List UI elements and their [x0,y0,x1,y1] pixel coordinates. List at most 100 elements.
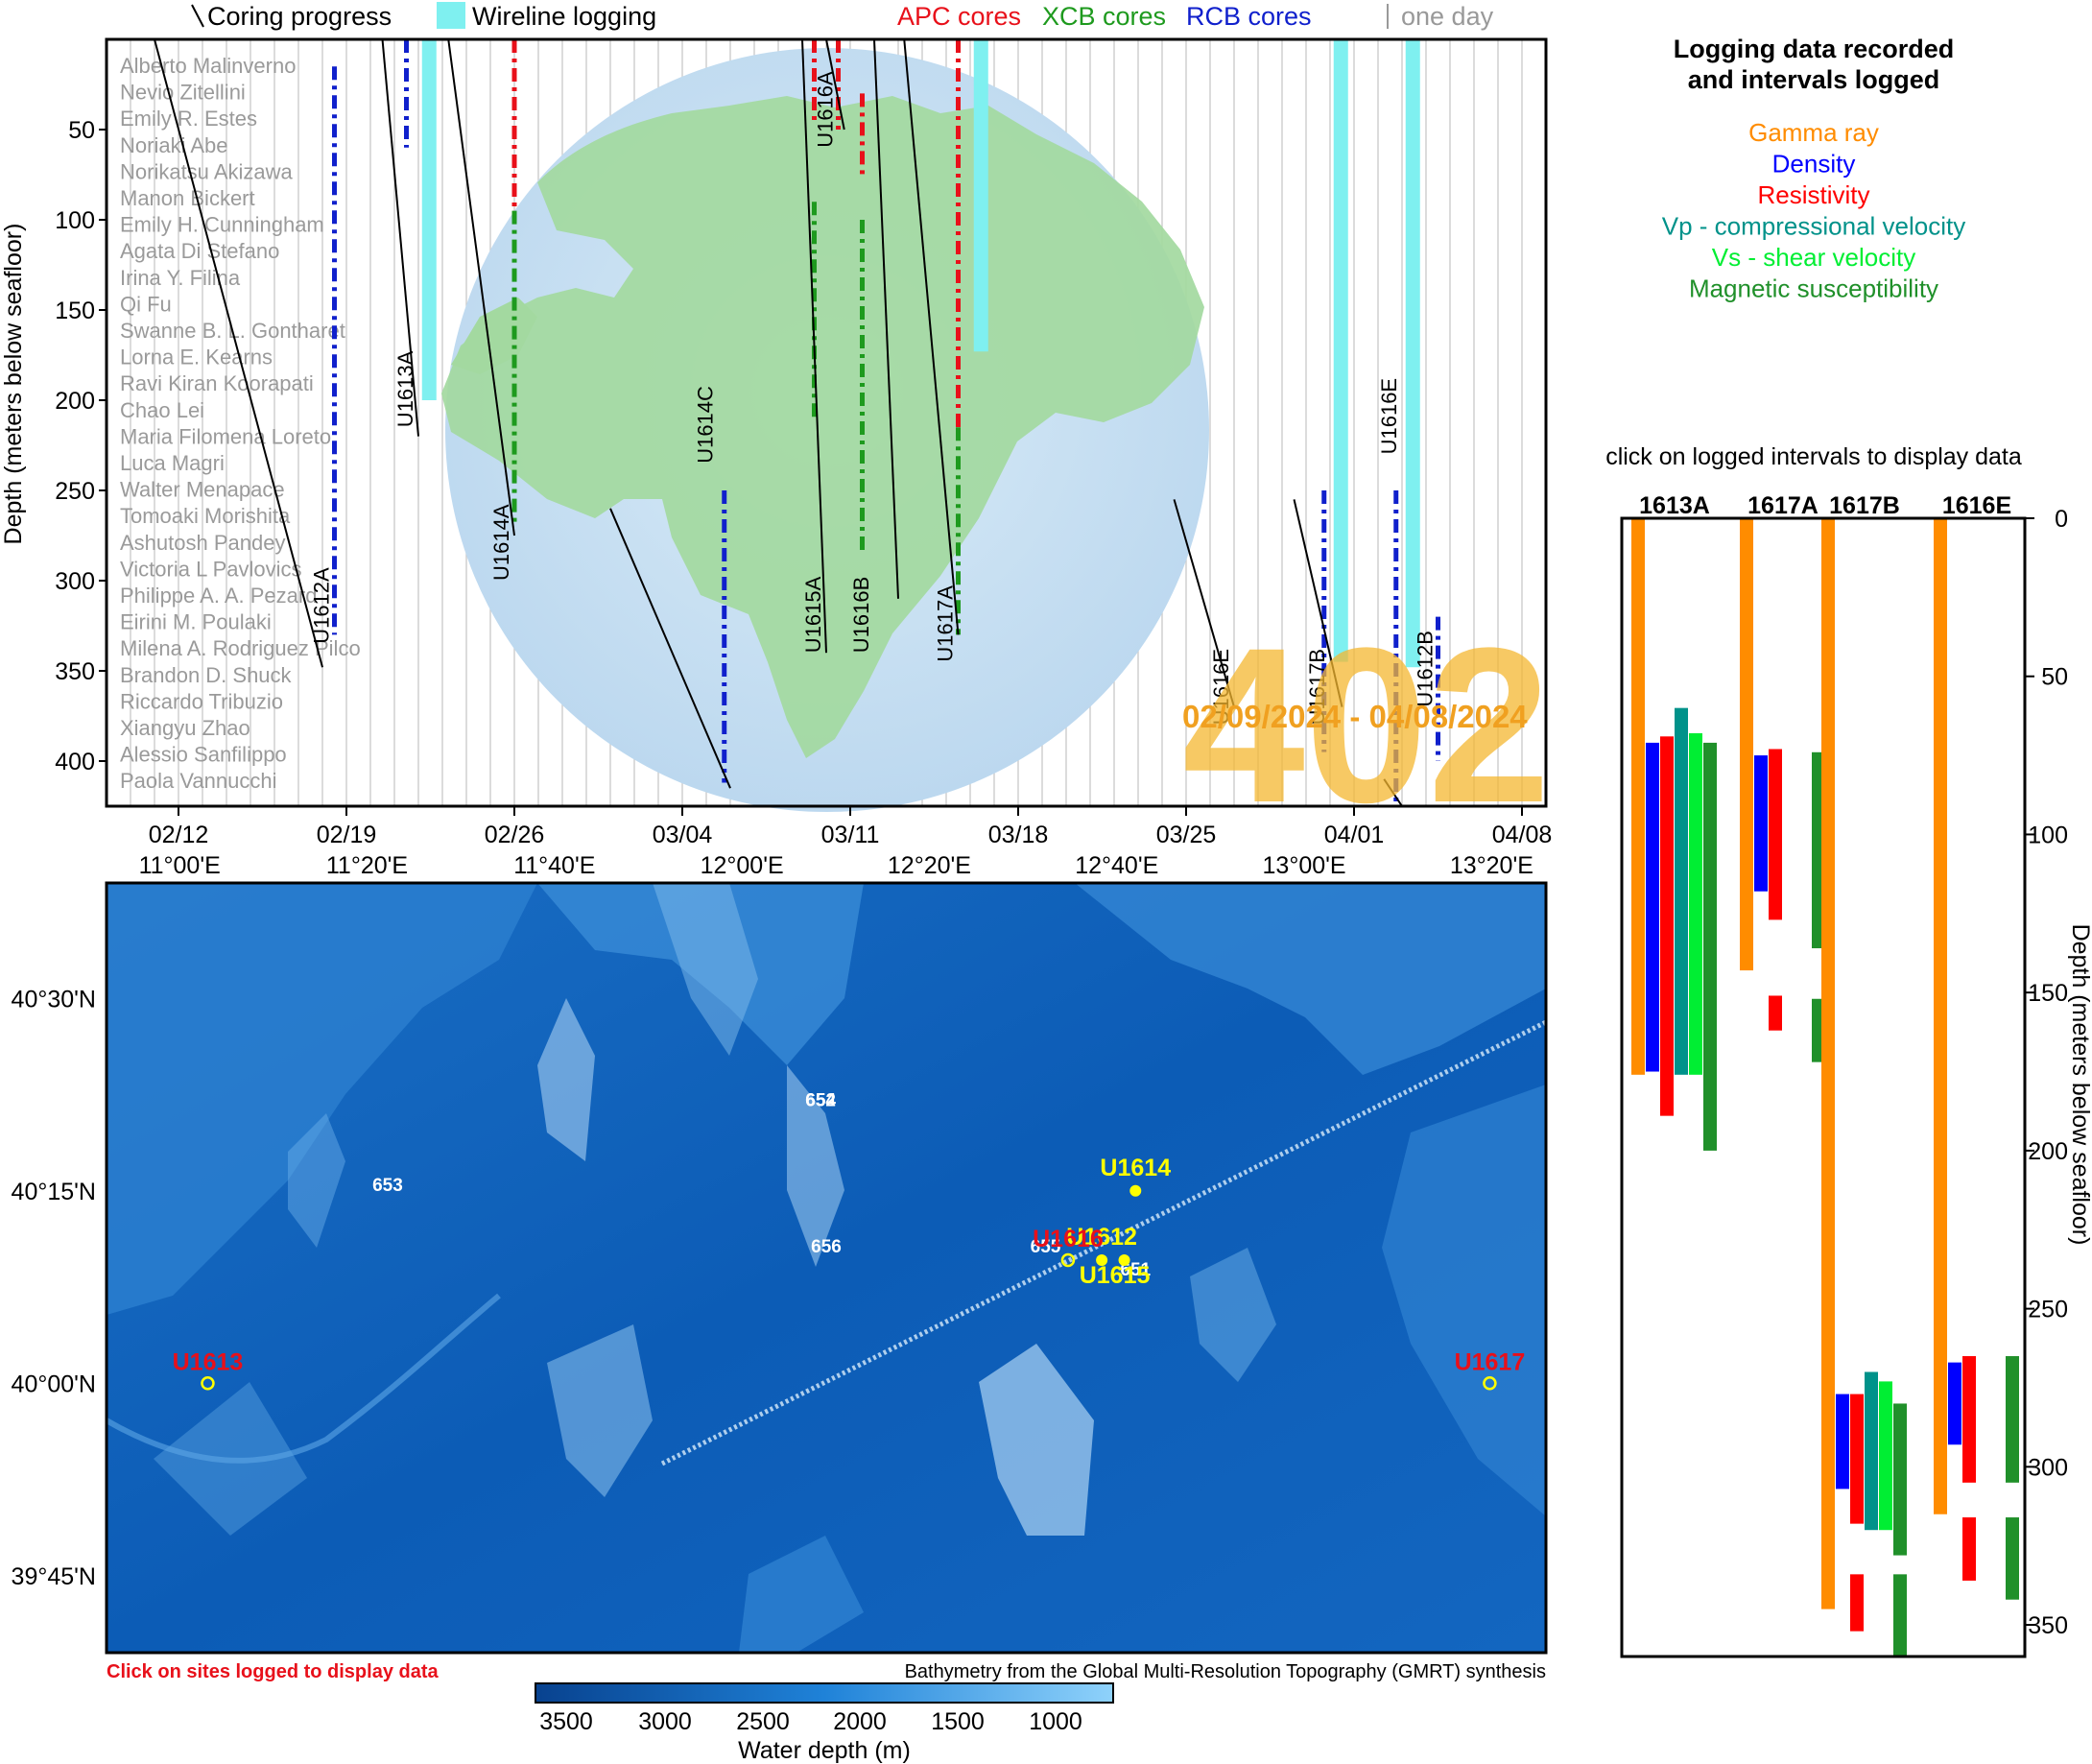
log-interval-1613A [1703,742,1717,1151]
site-label-U1612: U1612 [1066,1224,1137,1251]
log-interval-1617B [1836,1394,1849,1490]
latitude-label: 40°00'N [12,1371,96,1397]
wireline-bar-U1616E [1405,39,1420,668]
colorbar-label: Water depth (m) [738,1737,911,1764]
hole-labels: U1612A U1613A U1614A U1614C U1615A U1616A U161… [310,71,1438,725]
log-interval-1617B [1893,1574,1907,1657]
log-interval-1617A [1740,518,1753,971]
odp-site-label: 654 [805,1091,836,1111]
coring-legend-line-icon [191,4,204,28]
y-tick-label: 250 [2028,1297,2068,1323]
x-tick-label: 03/25 [1156,822,1217,845]
logging-plot-frame [1620,516,2027,1658]
log-interval-1617A [1754,755,1768,892]
colorbar-tick-label: 2500 [736,1708,790,1735]
participant-name: Nevio Zitellini [120,81,246,105]
x-tick-label: 03/18 [988,822,1049,845]
coring-line-U1615A [801,38,827,654]
hole-label-U1612B: U1612B [1414,631,1438,707]
logged-site-label-U1616: U1616 [1033,1226,1104,1252]
longitude-label: 13°00'E [1263,852,1346,879]
log-interval-1617B [1850,1394,1864,1524]
timeline-plot-frame [105,37,1548,808]
y-tick-label: 50 [68,117,95,144]
coring-line-U1614A [447,38,515,536]
participant-name: Eirini M. Poulaki [120,610,272,634]
expedition-dates: 02/09/2024 - 04/08/2024 [1182,699,1528,734]
log-interval-1617B [1893,1403,1907,1556]
participant-name: Philippe A. A. Pezard [120,584,317,608]
legend-rcb-label: RCB cores [1186,2,1312,31]
y-tick-label: 300 [2028,1454,2068,1481]
x-tick-label: 03/04 [653,822,713,845]
participant-name: Paola Vannucchi [120,769,277,793]
longitude-label: 11°40'E [513,852,595,879]
legend-entry: Vp - compressional velocity [1662,212,1965,241]
legend-entry: Density [1772,150,1856,179]
map-frame [105,881,1548,1655]
hole-label-U1615A: U1615A [801,576,825,653]
legend-one-day-label: one day [1401,2,1494,31]
y-tick-label: 50 [2041,664,2068,691]
log-interval-1616E [1948,1362,1961,1445]
x-tick-label: 04/08 [1492,822,1553,845]
y-tick-label: 100 [55,207,95,234]
longitude-label: 11°20'E [326,852,408,879]
expedition-number: 402 [1182,602,1551,845]
y-tick-label: 200 [55,388,95,415]
bathymetry-surface [107,883,1546,1653]
participant-name: Victoria L Pavlovics [120,557,302,581]
x-tick-label: 03/11 [821,822,880,845]
participant-name: Norikatsu Akizawa [120,159,294,183]
y-tick-label: 200 [2028,1138,2068,1165]
x-tick-label: 04/01 [1324,822,1385,845]
hole-label-U1617B: U1617B [1305,649,1329,726]
longitude-label: 12°00'E [701,852,784,879]
participant-name: Qi Fu [120,292,172,316]
hole-column-label: 1617A [1747,492,1819,519]
participant-name: Ravi Kiran Koorapati [120,371,314,395]
y-tick-label: 0 [2055,506,2068,533]
logging-y-axis: 0 50 100 150 200 250 300 350 [2025,506,2068,1639]
legend-wireline-label: Wireline logging [472,2,656,31]
participant-name: Manon Bickert [120,186,255,210]
timeline-y-axis-label: Depth (meters below seafloor) [0,224,27,545]
log-interval-1617B [1850,1574,1864,1632]
hole-label-U1612A: U1612A [310,567,334,644]
participant-name: Riccardo Tribuzio [120,689,283,713]
participant-name: Agata Di Stefano [120,239,279,263]
log-interval-1617B [1865,1371,1878,1531]
participant-name: Irina Y. Filina [120,266,241,290]
y-tick-label: 350 [2028,1612,2068,1639]
globe-background [441,48,1209,812]
legend-entry: Vs - shear velocity [1712,243,1915,272]
legend-apc-label: APC cores [897,2,1021,31]
log-interval-1613A [1689,733,1702,1075]
coring-line-U1612A [154,38,323,668]
log-interval-1616E [2006,1356,2019,1483]
x-tick-label: 02/26 [485,822,545,845]
hole-label-U1614A: U1614A [489,504,513,581]
log-interval-1617B [1821,518,1835,1609]
site-marker-U1612 [1096,1253,1108,1266]
legend-entry: Resistivity [1757,180,1869,209]
coring-line-U1616E [1173,499,1235,707]
logged-site-label-U1617: U1617 [1455,1348,1526,1375]
participant-name: Walter Menapace [120,478,285,502]
log-interval-1613A [1675,707,1688,1075]
site-marker-U1615 [1118,1253,1130,1266]
odp-site-label: 655 [1031,1237,1061,1257]
core-intervals [332,39,1440,806]
hole-column-label: 1617B [1829,492,1900,519]
map-longitude-labels: 11°00'E 11°20'E 11°40'E 12°00'E 12°20'E 12°40… [139,852,1533,879]
longitude-label: 13°20'E [1450,852,1533,879]
longitude-label: 11°00'E [139,852,221,879]
logging-intervals-chart: Logging data recorded and intervals logg… [1605,35,2092,1658]
log-interval-1617A [1769,749,1782,920]
participant-name: Luca Magri [120,451,225,475]
y-tick-label: 150 [55,298,95,324]
latitude-label: 40°15'N [12,1179,96,1205]
